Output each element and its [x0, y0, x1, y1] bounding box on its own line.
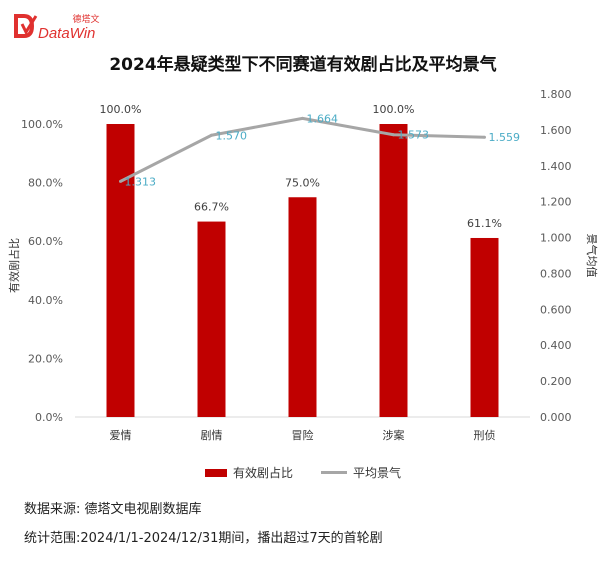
data-range-note: 统计范围:2024/1/1-2024/12/31期间，播出超过7天的首轮剧 — [24, 531, 383, 546]
chart-legend: 有效剧占比 平均景气 — [0, 464, 606, 481]
y-right-tick-label: 0.800 — [540, 267, 572, 280]
y-right-tick-label: 1.000 — [540, 232, 572, 245]
y-tick-label: 80.0% — [28, 177, 63, 190]
datawin-logo-check — [20, 15, 38, 36]
y-right-tick-label: 0.400 — [540, 339, 572, 352]
x-tick-label: 冒险 — [292, 428, 314, 442]
line-value-label: 1.573 — [398, 129, 430, 142]
line-point — [483, 135, 486, 139]
bar — [197, 221, 226, 417]
chart-canvas: 0.0% 20.0% 40.0% 60.0% 80.0% 100.0% 0.000 0.200… — [7, 88, 599, 442]
bar-value-label: 75.0% — [285, 176, 320, 189]
bar-value-label: 100.0% — [100, 103, 142, 116]
bar — [470, 237, 499, 417]
line-point — [119, 179, 122, 183]
y-tick-label: 100.0% — [21, 118, 63, 131]
y-right-tick-label: 1.200 — [540, 196, 572, 209]
bar — [106, 124, 135, 417]
bar-value-label: 66.7% — [194, 201, 229, 214]
y-tick-label: 60.0% — [28, 235, 63, 248]
datawin-logo-mark — [14, 14, 34, 38]
y-right-tick-label: 0.200 — [540, 375, 572, 388]
brand-chinese: 德塔文 — [72, 13, 99, 25]
x-tick-label: 爱情 — [110, 429, 132, 442]
line-point — [301, 116, 304, 120]
legend-item-bar: 有效剧占比 — [204, 464, 293, 481]
legend-item-line: 平均景气 — [321, 464, 401, 481]
chart-title: 2024年悬疑类型下不同赛道有效剧占比及平均景气 — [109, 55, 497, 75]
legend-swatch-bar — [204, 468, 227, 477]
x-tick-label: 涉案 — [383, 428, 405, 442]
y-right-tick-label: 0.000 — [540, 411, 572, 424]
line-value-label: 1.664 — [307, 112, 339, 125]
y-tick-label: 40.0% — [28, 294, 63, 307]
y-right-tick-label: 1.400 — [540, 160, 572, 173]
x-tick-label: 剧情 — [201, 429, 223, 442]
bar-value-label: 100.0% — [373, 103, 415, 116]
legend-swatch-line — [321, 471, 347, 474]
y-right-tick-label: 0.600 — [540, 303, 572, 316]
y-tick-label: 0.0% — [35, 411, 63, 424]
legend-label-line: 平均景气 — [353, 466, 402, 480]
data-source-note: 数据来源: 德塔文电视剧数据库 — [24, 502, 202, 517]
bar-value-label: 61.1% — [467, 217, 502, 230]
line-point — [392, 133, 395, 137]
y-tick-label: 20.0% — [28, 352, 63, 365]
bar — [288, 197, 317, 417]
datawin-logo: 德塔文 DataWin — [14, 13, 100, 42]
line-series — [119, 116, 485, 183]
legend-label-bar: 有效剧占比 — [232, 466, 293, 480]
x-tick-label: 刑侦 — [474, 429, 496, 442]
y-right-tick-label: 1.600 — [540, 124, 572, 137]
line-value-label: 1.313 — [125, 175, 157, 188]
line-point — [210, 133, 213, 137]
bar — [379, 124, 408, 417]
y-right-tick-label: 1.800 — [540, 88, 572, 101]
line-value-label: 1.559 — [489, 131, 521, 144]
brand-english: DataWin — [38, 25, 95, 42]
y-axis-label: 有效剧占比 — [7, 238, 21, 293]
y-right-axis-label: 景气均值 — [585, 234, 599, 278]
line-value-label: 1.570 — [216, 129, 248, 142]
